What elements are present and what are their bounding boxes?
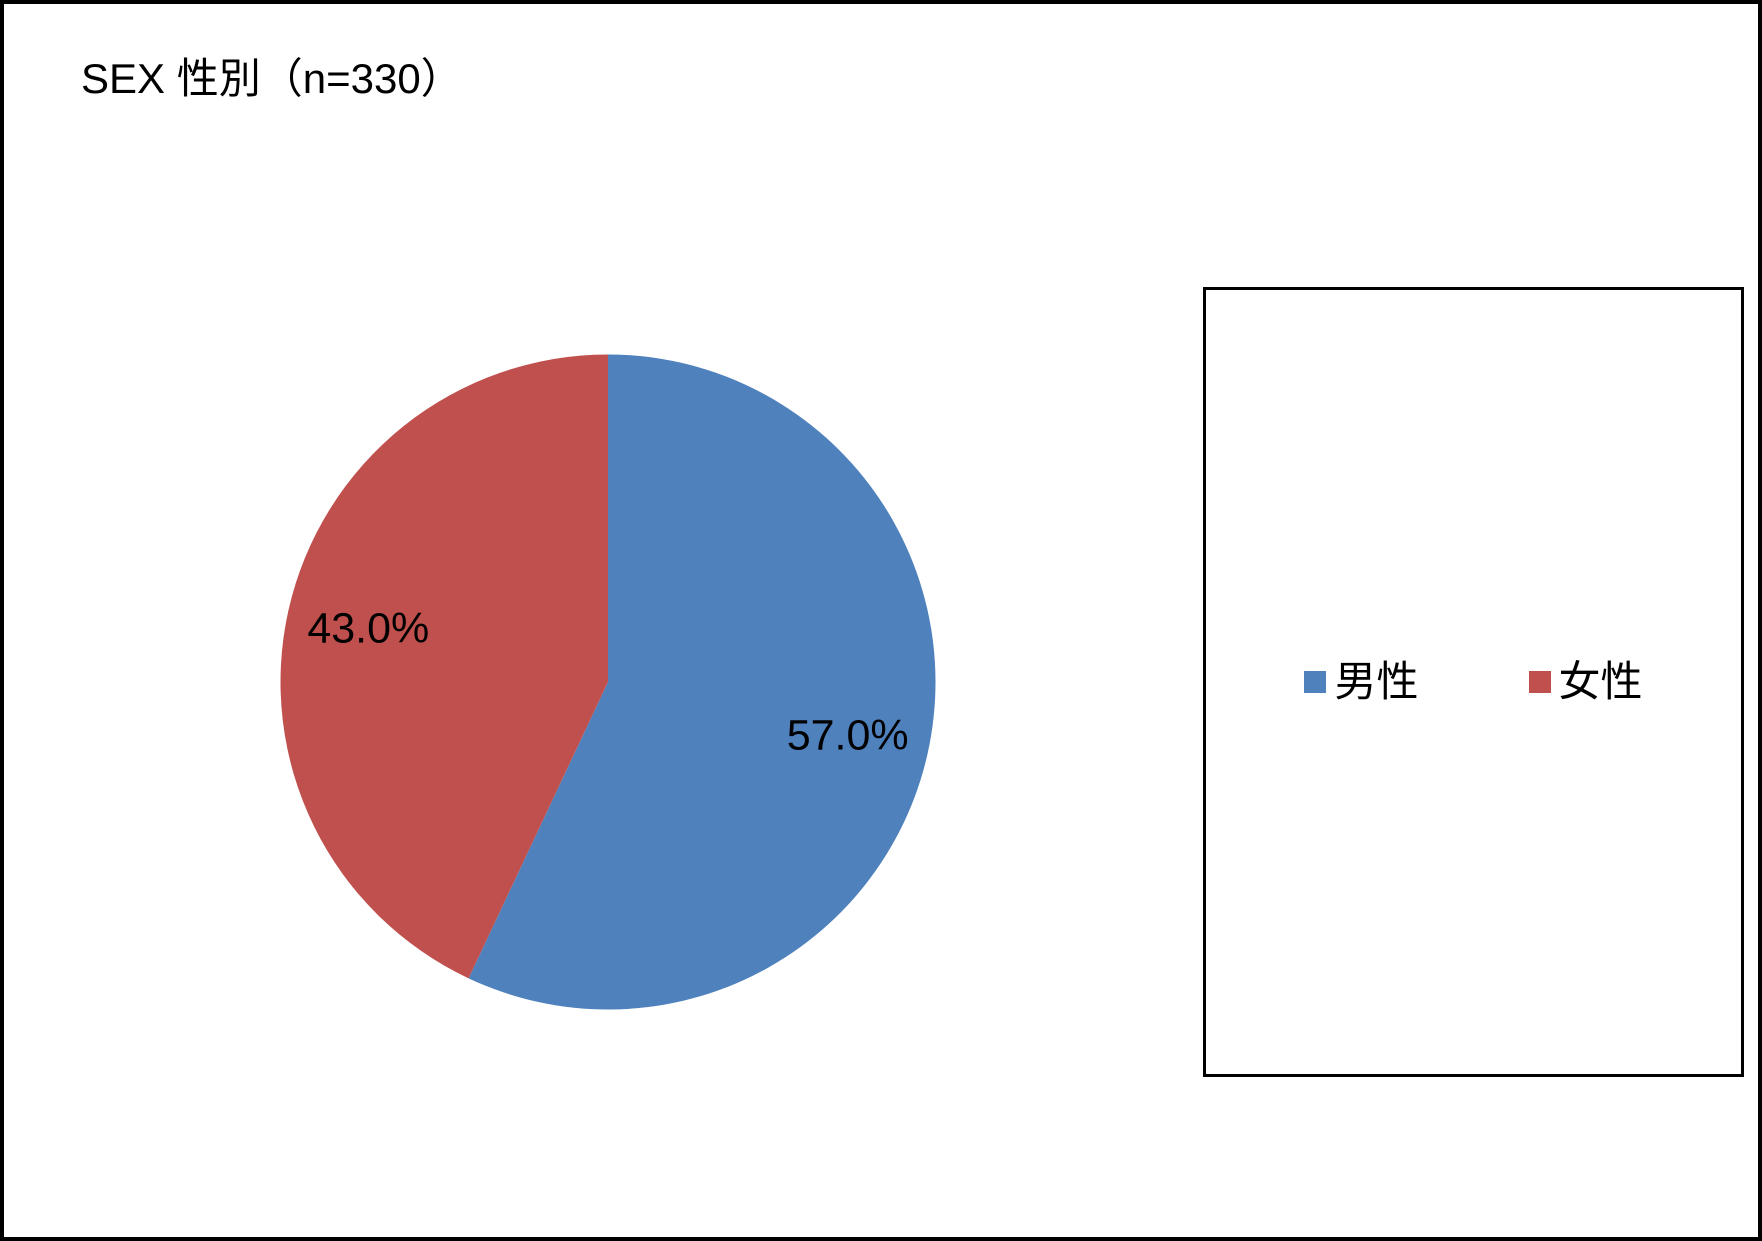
slice-label-male: 57.0% <box>787 712 909 760</box>
pie-slice-female <box>280 354 608 979</box>
legend-label-female: 女性 <box>1558 658 1643 705</box>
legend-swatch-male-icon <box>1304 671 1327 693</box>
legend-box: 男性 女性 <box>1203 287 1744 1077</box>
pie-slice-male <box>468 354 936 1010</box>
legend-label-male: 男性 <box>1334 658 1419 705</box>
chart-title: SEX 性別（n=330） <box>81 55 463 102</box>
slice-label-female: 43.0% <box>307 604 429 652</box>
pie-chart: 57.0% 43.0% <box>280 354 936 1010</box>
legend-item-female: 女性 <box>1528 658 1643 705</box>
legend-swatch-female-icon <box>1528 671 1551 693</box>
legend-row: 男性 女性 <box>1304 658 1643 705</box>
legend-item-male: 男性 <box>1304 658 1419 705</box>
